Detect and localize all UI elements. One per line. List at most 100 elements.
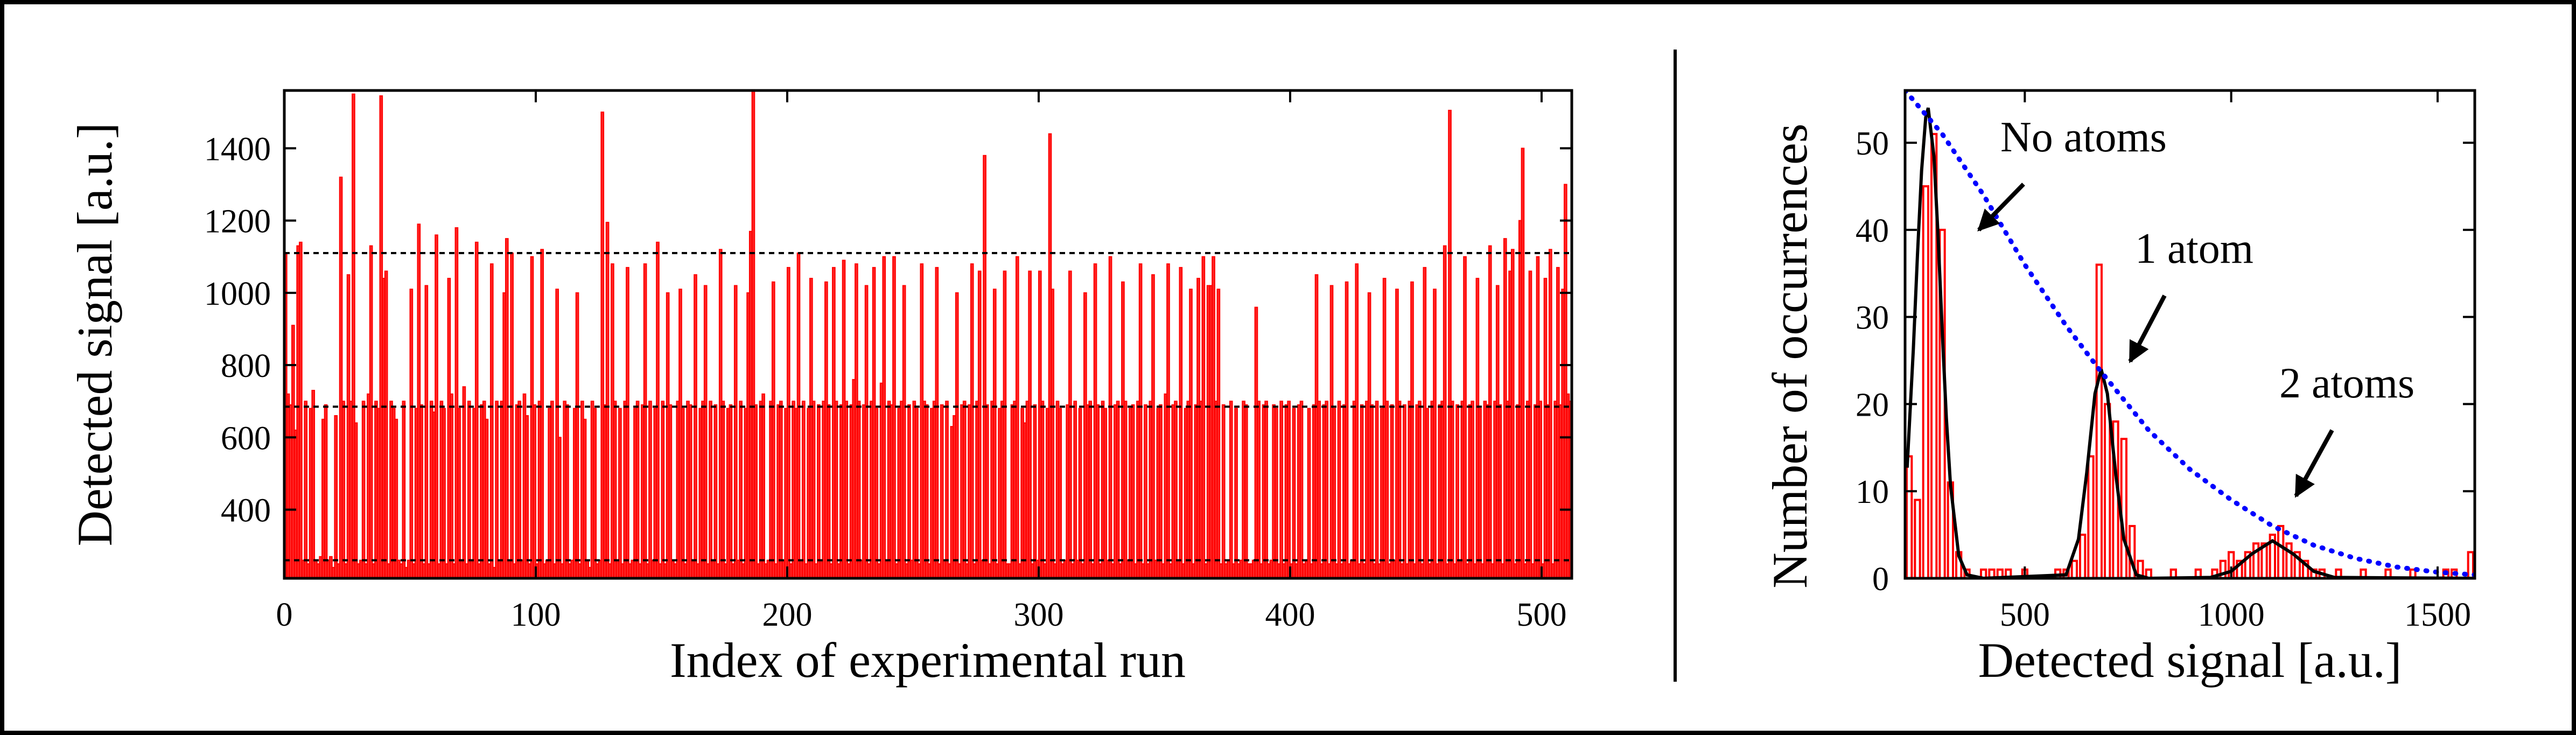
bar — [834, 401, 838, 578]
bar — [1433, 289, 1437, 578]
bar — [1528, 270, 1532, 578]
bar — [1221, 404, 1226, 578]
bar — [1385, 401, 1389, 578]
bar — [1307, 408, 1311, 578]
bar — [902, 285, 906, 578]
bar — [925, 404, 929, 578]
bar — [485, 418, 489, 578]
fit-line — [1905, 107, 2475, 578]
axes-frame — [1903, 89, 2476, 580]
bar — [1375, 401, 1379, 578]
x-tick-label: 500 — [1516, 597, 1566, 633]
bar — [940, 404, 944, 578]
bar — [1418, 401, 1422, 578]
bar — [635, 401, 640, 578]
bar — [945, 401, 949, 578]
bar — [962, 401, 967, 578]
bar — [1257, 401, 1261, 578]
bar — [771, 281, 775, 578]
bar — [1488, 245, 1492, 578]
bar — [1292, 408, 1296, 578]
bar — [1337, 401, 1341, 578]
bar — [970, 263, 974, 578]
bar — [1058, 408, 1062, 578]
bar — [1443, 245, 1447, 578]
bar — [1360, 404, 1364, 578]
bar — [1103, 408, 1108, 578]
bar — [1096, 404, 1100, 578]
bar — [558, 437, 562, 578]
bar — [983, 155, 986, 578]
annotation: 2 atoms — [2279, 360, 2414, 407]
bar — [1040, 401, 1045, 578]
bar — [786, 267, 790, 578]
bar — [892, 256, 896, 578]
bar — [1274, 408, 1278, 578]
bar — [1138, 263, 1143, 578]
bar — [703, 285, 708, 578]
y-axis-label: Number of occurrences — [1762, 123, 1817, 588]
bar — [505, 238, 509, 578]
y-tick-label: 400 — [221, 492, 271, 529]
bar — [1325, 401, 1329, 578]
bar — [550, 401, 554, 578]
bar — [583, 418, 587, 578]
bar — [1131, 404, 1135, 578]
y-tick-label: 800 — [221, 348, 271, 384]
bar — [462, 386, 466, 578]
bar — [1370, 404, 1374, 578]
y-tick-label: 1200 — [204, 204, 271, 240]
bar — [681, 408, 685, 578]
bar — [907, 404, 911, 578]
bar — [857, 401, 861, 578]
bar — [935, 267, 939, 578]
bar — [882, 256, 886, 578]
bar — [1563, 184, 1567, 578]
y-tick-label: 40 — [1856, 213, 1889, 249]
annotation-arrow — [2128, 295, 2167, 363]
bar — [729, 404, 733, 578]
bar — [751, 90, 755, 578]
y-tick-label: 1000 — [204, 276, 271, 312]
bar — [1229, 401, 1233, 578]
hist-bar — [1922, 185, 1930, 578]
bar — [1425, 408, 1429, 578]
bar — [796, 253, 801, 578]
bar — [1390, 404, 1394, 578]
hist-bar — [2277, 524, 2285, 578]
hist-bar — [2087, 455, 2095, 578]
bar — [1088, 401, 1093, 578]
bar — [575, 292, 579, 578]
bar — [1450, 401, 1454, 578]
bar — [864, 285, 869, 578]
bar — [361, 401, 366, 578]
bar — [1287, 401, 1291, 578]
bar — [1521, 148, 1525, 578]
bar — [1033, 404, 1037, 578]
x-tick-label: 0 — [276, 597, 293, 633]
bar — [992, 289, 997, 578]
bar — [661, 401, 665, 578]
bar — [454, 227, 459, 578]
bar — [474, 241, 479, 578]
bar — [1151, 274, 1155, 578]
bar — [495, 401, 499, 578]
x-tick-label: 300 — [1013, 597, 1063, 633]
bar — [311, 390, 316, 578]
bar — [754, 404, 758, 578]
bar — [435, 234, 438, 578]
bar — [1244, 404, 1248, 578]
x-tick-label: 400 — [1265, 597, 1315, 633]
bar — [613, 401, 617, 578]
x-tick-label: 200 — [762, 597, 812, 633]
bar — [1216, 289, 1221, 578]
bar — [1179, 267, 1183, 578]
axes-frame — [283, 89, 1573, 580]
bar — [733, 285, 738, 578]
bar — [593, 408, 597, 578]
bar — [827, 404, 831, 578]
x-tick-label: 500 — [2000, 597, 2050, 633]
bar — [817, 404, 821, 578]
